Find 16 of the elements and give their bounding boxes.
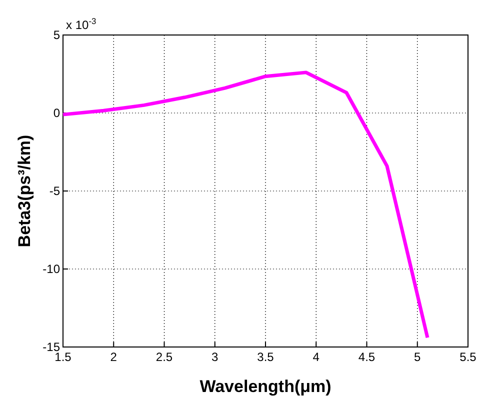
y-axis-title: Beta3(ps³/km) xyxy=(15,134,34,248)
x-tick-label: 4 xyxy=(312,350,320,364)
y-tick-label: -5 xyxy=(49,184,60,198)
x-tick-label: 3 xyxy=(212,350,219,364)
x-tick-label: 2.5 xyxy=(156,350,173,364)
x-tick-label: 3.5 xyxy=(257,350,274,364)
x-tick-label: 5 xyxy=(414,350,422,364)
x-axis-title: Wavelength(μm) xyxy=(200,377,332,396)
x-tick-label: 2 xyxy=(110,350,118,364)
x-tick-label: 5.5 xyxy=(460,350,477,364)
y-tick-label: 0 xyxy=(53,106,60,120)
y-tick-label: 5 xyxy=(53,28,60,42)
line-series xyxy=(61,70,430,340)
y-tick-label: -10 xyxy=(42,262,60,276)
x-tick-label: 4.5 xyxy=(358,350,376,364)
text: x 10$^{-3}$ xyxy=(66,16,96,32)
